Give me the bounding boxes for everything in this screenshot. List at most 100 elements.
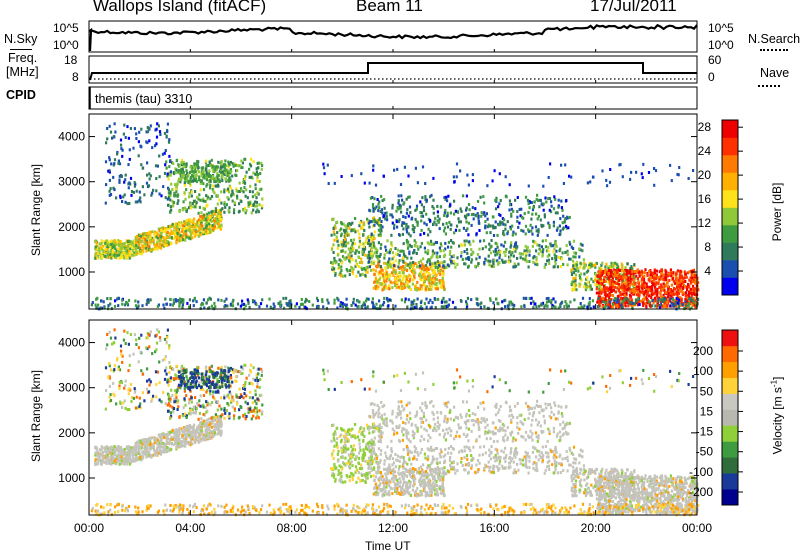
power-cell [434,216,437,220]
power-cell [617,289,620,293]
power-cell [175,235,178,239]
power-cell [446,225,449,229]
power-cell [116,240,119,244]
power-cell [499,213,502,217]
power-cell [241,161,244,165]
power-cell [348,222,351,225]
power-cell [149,174,152,178]
power-cell [255,204,259,208]
power-cell [367,260,371,264]
power-cell [200,211,203,215]
power-cell [538,304,541,308]
power-cell [571,287,574,291]
velocity-cell [126,450,130,454]
power-cell [684,272,687,276]
power-cell [603,280,606,283]
power-cell [120,243,123,247]
power-cell [420,203,423,207]
power-cell [209,216,212,220]
power-cell [447,303,450,307]
power-cell [211,188,214,191]
power-cell [109,302,112,306]
power-cell [203,173,206,177]
power-cell [668,278,671,282]
power-cell [601,290,604,294]
power-cell [366,270,369,274]
power-cell [140,163,143,167]
power-cell [567,304,570,308]
power-cell [189,165,192,169]
power-cell [189,179,192,183]
power-cell [579,242,582,246]
power-cell [623,288,626,292]
power-cell [124,245,127,248]
power-cell [137,238,140,242]
power-cell [182,298,185,302]
power-cell [433,269,436,273]
power-cell [261,197,264,201]
power-cell [150,248,153,252]
power-cell [332,243,335,247]
power-cell [187,223,190,227]
power-cell [197,211,200,215]
power-cell [391,215,394,219]
power-cell [218,180,221,184]
power-cell [664,298,667,302]
power-cell [251,299,255,303]
velocity-cell [113,457,116,461]
power-cell [161,243,164,247]
power-cell [554,259,557,263]
power-cell [295,302,298,306]
velocity-cell [120,461,124,465]
power-cell [402,221,405,225]
power-cell [149,230,152,234]
power-cell [527,265,530,269]
power-cell [583,261,586,265]
power-cell [655,269,658,273]
power-cell [174,193,177,197]
power-cell [113,122,116,126]
power-cell [446,263,449,267]
power-cell [362,301,365,305]
velocity-cell [107,456,110,460]
power-cell [671,289,674,293]
power-cell [352,301,355,305]
power-cell [670,283,674,287]
power-cell [663,291,667,295]
power-cell [256,179,259,183]
power-cell [158,175,161,179]
power-cell [202,227,206,231]
power-cell [508,199,511,203]
power-cell [381,273,384,277]
power-cell [640,279,643,283]
nave-label: Nave [760,66,790,80]
power-cell [158,192,161,196]
freq-unit-label: [MHz] [6,65,39,79]
power-cell [489,299,492,302]
power-cell [225,297,228,301]
power-cell [642,284,645,288]
power-cell [202,182,205,186]
power-cell [607,303,610,307]
power-cell [550,243,553,247]
power-cell [233,208,236,212]
power-cell [498,172,501,176]
power-cell [550,200,553,204]
power-cell [358,239,361,243]
power-cell [344,244,347,248]
power-cell [602,296,605,300]
power-cell [126,302,129,305]
power-cell [166,174,169,178]
power-cell [630,170,633,174]
power-cell [540,245,543,249]
power-cell [220,201,223,205]
power-cell [364,274,367,277]
power-cell [581,296,585,300]
power-cell [524,232,527,236]
power-cell [477,214,480,218]
power-cell [405,277,408,281]
power-cell [611,271,614,275]
power-cell [342,244,345,248]
power-cell [525,296,528,300]
power-cell [117,159,120,163]
